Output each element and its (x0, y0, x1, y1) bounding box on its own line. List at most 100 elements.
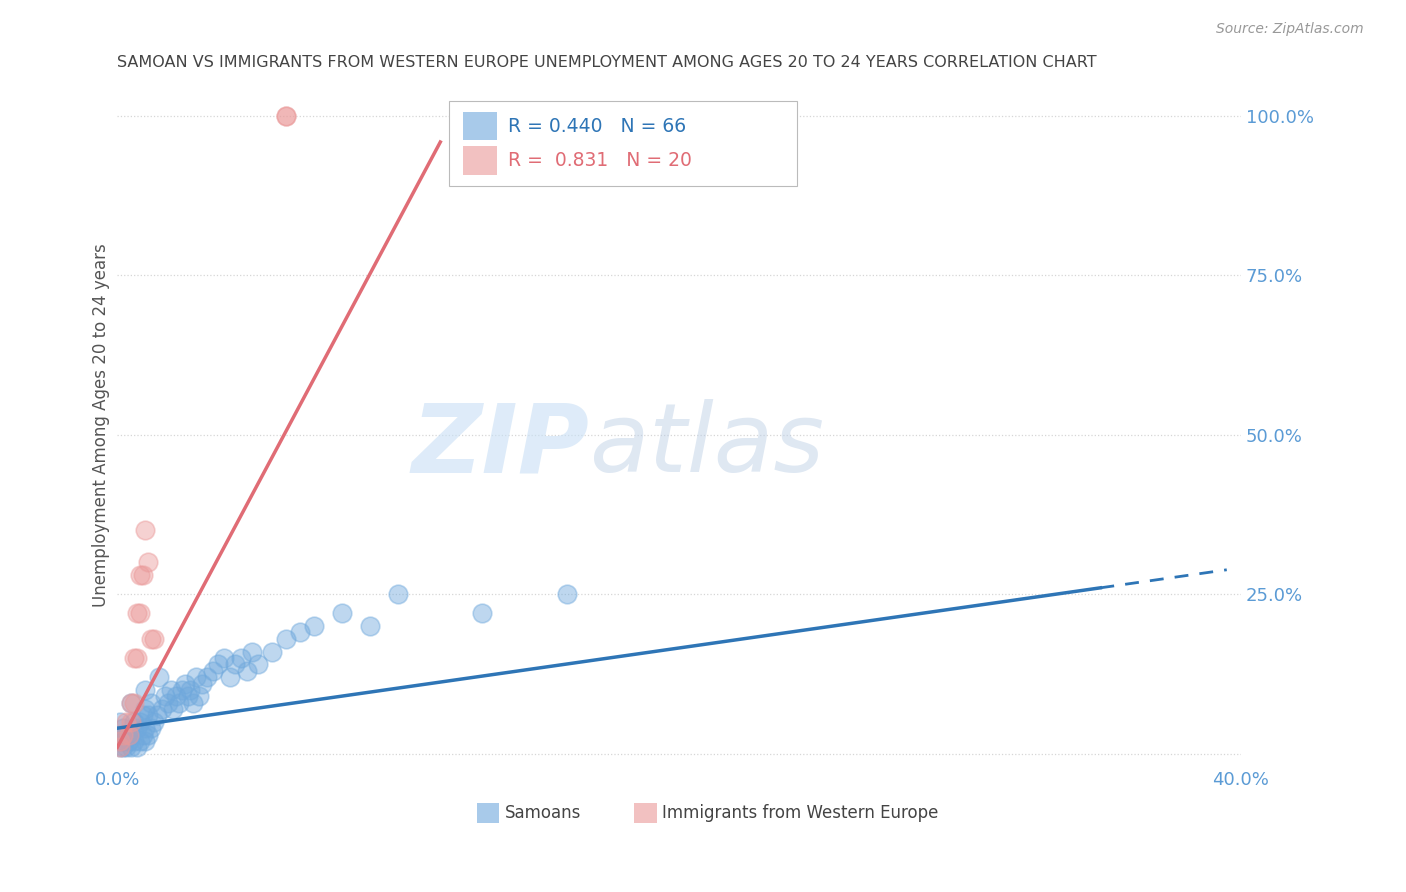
Point (201, 664, 224, 678)
Point (150, 702, 173, 716)
Point (128, 714, 150, 729)
Point (120, 714, 142, 729)
Point (125, 721, 148, 735)
Point (114, 714, 136, 729)
Point (212, 651, 235, 665)
Text: R = 0.440   N = 66: R = 0.440 N = 66 (509, 117, 686, 136)
Point (218, 670, 240, 684)
Point (246, 657, 269, 672)
Point (190, 676, 212, 690)
Point (139, 696, 162, 710)
Point (111, 721, 134, 735)
Point (471, 607, 494, 621)
Point (136, 708, 159, 723)
Text: atlas: atlas (589, 399, 824, 492)
Point (136, 728, 159, 742)
Point (187, 690, 209, 704)
Point (128, 734, 150, 748)
Point (274, 109, 297, 123)
Point (240, 645, 263, 659)
Text: Source: ZipAtlas.com: Source: ZipAtlas.com (1216, 22, 1364, 37)
Point (136, 555, 159, 569)
Point (108, 734, 131, 748)
Point (179, 682, 201, 697)
Bar (464, 112, 498, 140)
Point (274, 632, 297, 646)
FancyBboxPatch shape (449, 101, 797, 186)
Point (131, 728, 153, 742)
Point (122, 651, 145, 665)
Point (139, 721, 162, 735)
Point (108, 740, 131, 755)
Point (108, 740, 131, 755)
Point (330, 607, 353, 621)
Point (108, 734, 131, 748)
Point (134, 721, 156, 735)
Text: Immigrants from Western Europe: Immigrants from Western Europe (662, 804, 939, 822)
Y-axis label: Unemployment Among Ages 20 to 24 years: Unemployment Among Ages 20 to 24 years (93, 244, 110, 607)
Point (167, 696, 190, 710)
Point (162, 702, 184, 716)
Text: SAMOAN VS IMMIGRANTS FROM WESTERN EUROPE UNEMPLOYMENT AMONG AGES 20 TO 24 YEARS : SAMOAN VS IMMIGRANTS FROM WESTERN EUROPE… (117, 55, 1097, 70)
Point (142, 632, 165, 646)
Point (111, 734, 134, 748)
Point (288, 625, 311, 640)
Bar (634, 803, 657, 823)
Point (120, 696, 142, 710)
Bar (464, 146, 498, 175)
Point (120, 696, 142, 710)
Text: R =  0.831   N = 20: R = 0.831 N = 20 (509, 151, 692, 169)
Point (108, 728, 131, 742)
Point (274, 109, 297, 123)
Point (125, 740, 148, 755)
Point (117, 734, 139, 748)
Point (173, 676, 195, 690)
Point (159, 682, 181, 697)
Point (120, 740, 142, 755)
Point (131, 708, 153, 723)
Point (176, 690, 198, 704)
Point (181, 696, 204, 710)
Point (555, 587, 578, 601)
Point (145, 708, 167, 723)
Point (134, 682, 156, 697)
Point (359, 619, 381, 633)
Point (229, 651, 252, 665)
Point (122, 734, 145, 748)
Point (153, 690, 176, 704)
Point (117, 728, 139, 742)
Point (156, 696, 179, 710)
Point (108, 714, 131, 729)
Point (114, 728, 136, 742)
Point (128, 607, 150, 621)
Point (148, 670, 170, 684)
Point (134, 524, 156, 538)
Point (111, 740, 134, 755)
Point (260, 645, 283, 659)
Bar (477, 803, 499, 823)
Point (125, 607, 148, 621)
Point (125, 651, 148, 665)
Point (224, 657, 246, 672)
Point (302, 619, 325, 633)
Point (235, 664, 257, 678)
Text: ZIP: ZIP (412, 399, 589, 492)
Point (134, 734, 156, 748)
Point (122, 714, 145, 729)
Point (134, 702, 156, 716)
Point (122, 696, 145, 710)
Point (111, 728, 134, 742)
Point (139, 632, 162, 646)
Point (195, 670, 218, 684)
Point (170, 682, 193, 697)
Point (128, 568, 150, 582)
Text: Samoans: Samoans (505, 804, 581, 822)
Point (142, 714, 165, 729)
Point (387, 587, 409, 601)
Point (114, 740, 136, 755)
Point (207, 657, 229, 672)
Point (120, 728, 142, 742)
Point (165, 690, 187, 704)
Point (184, 670, 207, 684)
Point (131, 568, 153, 582)
